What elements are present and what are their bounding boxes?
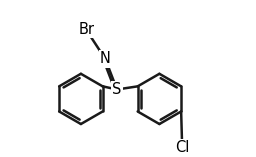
Text: N: N: [100, 51, 111, 66]
Text: Cl: Cl: [175, 140, 189, 155]
Text: S: S: [112, 82, 122, 97]
Text: Br: Br: [78, 22, 94, 37]
